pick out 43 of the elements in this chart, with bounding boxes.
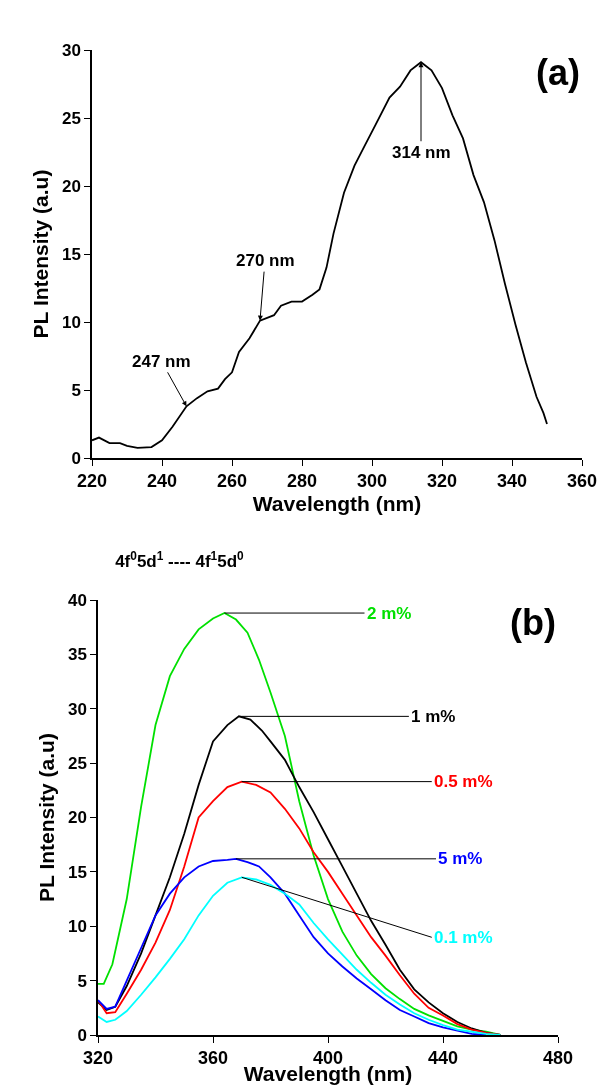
y-tick-label: 30: [61, 40, 81, 60]
text: 2 m%: [367, 604, 412, 623]
text: 5 m%: [438, 849, 483, 868]
x-axis-title: Wavelength (nm): [252, 492, 422, 516]
annotation: 314 nm: [392, 143, 451, 162]
annotation: 247 nm: [132, 352, 191, 371]
y-tick-label: 35: [67, 645, 87, 665]
x-tick-label: 360: [566, 471, 598, 492]
y-tick-label: 10: [61, 312, 81, 332]
y-tick-label: 25: [61, 108, 81, 128]
text: 1 m%: [411, 707, 456, 726]
annotation: (b): [510, 602, 556, 643]
y-tick-label: 40: [67, 590, 87, 610]
y-tick-label: 0: [77, 1025, 87, 1045]
x-tick-label: 440: [427, 1048, 459, 1069]
x-tick-label: 220: [76, 471, 108, 492]
y-tick-label: 10: [67, 917, 87, 937]
x-tick-label: 340: [496, 471, 528, 492]
x-tick-label: 400: [312, 1048, 344, 1069]
x-tick-label: 300: [356, 471, 388, 492]
y-tick-label: 5: [71, 380, 81, 400]
x-tick-label: 280: [286, 471, 318, 492]
x-tick-label: 320: [426, 471, 458, 492]
y-tick-label: 30: [67, 699, 87, 719]
text: 0.5 m%: [434, 772, 493, 791]
x-tick-label: 240: [146, 471, 178, 492]
y-tick-label: 25: [67, 754, 87, 774]
y-axis-title: PL Intensity (a.u): [34, 733, 58, 902]
y-tick-label: 15: [67, 862, 87, 882]
y-tick-label: 20: [67, 808, 87, 828]
annotation: (a): [536, 52, 580, 93]
y-tick-label: 5: [77, 971, 87, 991]
x-tick-label: 260: [216, 471, 248, 492]
y-tick-label: 20: [61, 176, 81, 196]
text: 0.1 m%: [434, 928, 493, 947]
x-tick-label: 360: [197, 1048, 229, 1069]
x-tick-label: 320: [82, 1048, 114, 1069]
x-tick-label: 480: [542, 1048, 574, 1069]
annotation: 270 nm: [236, 251, 295, 270]
chart-title: 4f$^{0}$5d$^{1}$ ---- 4f$^{1}$5d$^{0}$: [115, 548, 245, 571]
y-tick-label: 0: [71, 448, 81, 468]
y-axis-title: PL Intensity (a.u): [28, 169, 52, 339]
y-tick-label: 15: [61, 244, 81, 264]
